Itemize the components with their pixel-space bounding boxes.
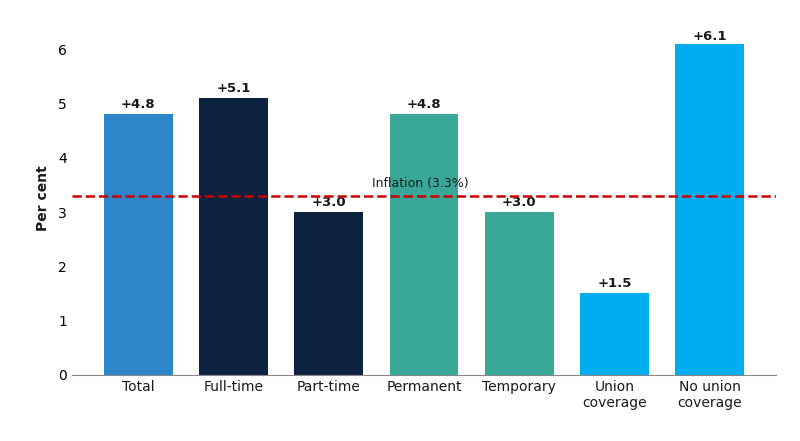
- Text: +3.0: +3.0: [502, 196, 537, 209]
- Text: +4.8: +4.8: [121, 98, 155, 111]
- Bar: [675, 44, 744, 375]
- Bar: [104, 114, 173, 375]
- Bar: [580, 293, 649, 375]
- Bar: [390, 114, 458, 375]
- Text: +5.1: +5.1: [216, 82, 250, 95]
- Text: +6.1: +6.1: [693, 30, 727, 43]
- Text: +4.8: +4.8: [406, 98, 442, 111]
- Y-axis label: Per cent: Per cent: [36, 165, 50, 232]
- Text: Inflation (3.3%): Inflation (3.3%): [372, 177, 468, 190]
- Text: +3.0: +3.0: [311, 196, 346, 209]
- Bar: [199, 98, 268, 375]
- Bar: [485, 212, 554, 375]
- Text: +1.5: +1.5: [598, 277, 632, 290]
- Bar: [294, 212, 363, 375]
